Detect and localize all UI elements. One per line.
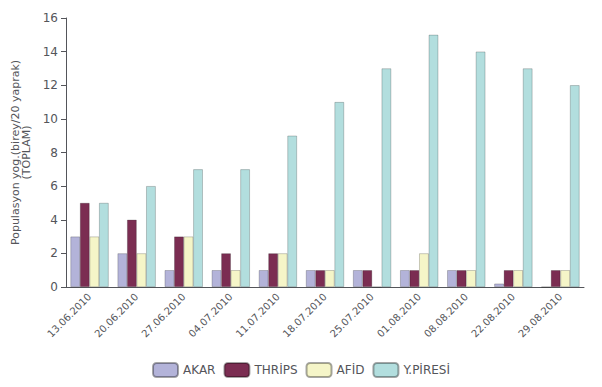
svg-text:AKAR: AKAR xyxy=(183,363,215,377)
svg-text:Populasyon yog.(birey/20 yapra: Populasyon yog.(birey/20 yaprak) xyxy=(8,59,22,246)
svg-text:14: 14 xyxy=(43,45,58,59)
svg-text:10: 10 xyxy=(43,112,58,126)
svg-text:29.08.2010: 29.08.2010 xyxy=(516,291,564,339)
svg-text:25.07.2010: 25.07.2010 xyxy=(328,291,376,339)
svg-text:THRİPS: THRİPS xyxy=(253,362,297,377)
svg-text:18.07.2010: 18.07.2010 xyxy=(281,291,329,339)
svg-text:Y.PİRESİ: Y.PİRESİ xyxy=(402,362,450,377)
svg-text:(TOPLAM): (TOPLAM) xyxy=(20,126,33,180)
svg-text:8: 8 xyxy=(50,146,58,160)
svg-text:27.06.2010: 27.06.2010 xyxy=(139,291,187,339)
svg-text:20.06.2010: 20.06.2010 xyxy=(92,291,140,339)
svg-text:AFİD: AFİD xyxy=(337,362,365,377)
svg-text:0: 0 xyxy=(50,280,58,294)
svg-text:2: 2 xyxy=(50,246,58,260)
svg-text:04.07.2010: 04.07.2010 xyxy=(187,291,235,339)
svg-text:01.08.2010: 01.08.2010 xyxy=(375,291,423,339)
svg-text:11.07.2010: 11.07.2010 xyxy=(234,291,282,339)
svg-text:12: 12 xyxy=(43,78,58,92)
svg-text:08.08.2010: 08.08.2010 xyxy=(422,291,470,339)
svg-text:16: 16 xyxy=(43,11,58,25)
svg-text:13.06.2010: 13.06.2010 xyxy=(45,291,93,339)
svg-text:4: 4 xyxy=(50,213,58,227)
svg-text:22.08.2010: 22.08.2010 xyxy=(469,291,517,339)
svg-text:6: 6 xyxy=(50,179,58,193)
